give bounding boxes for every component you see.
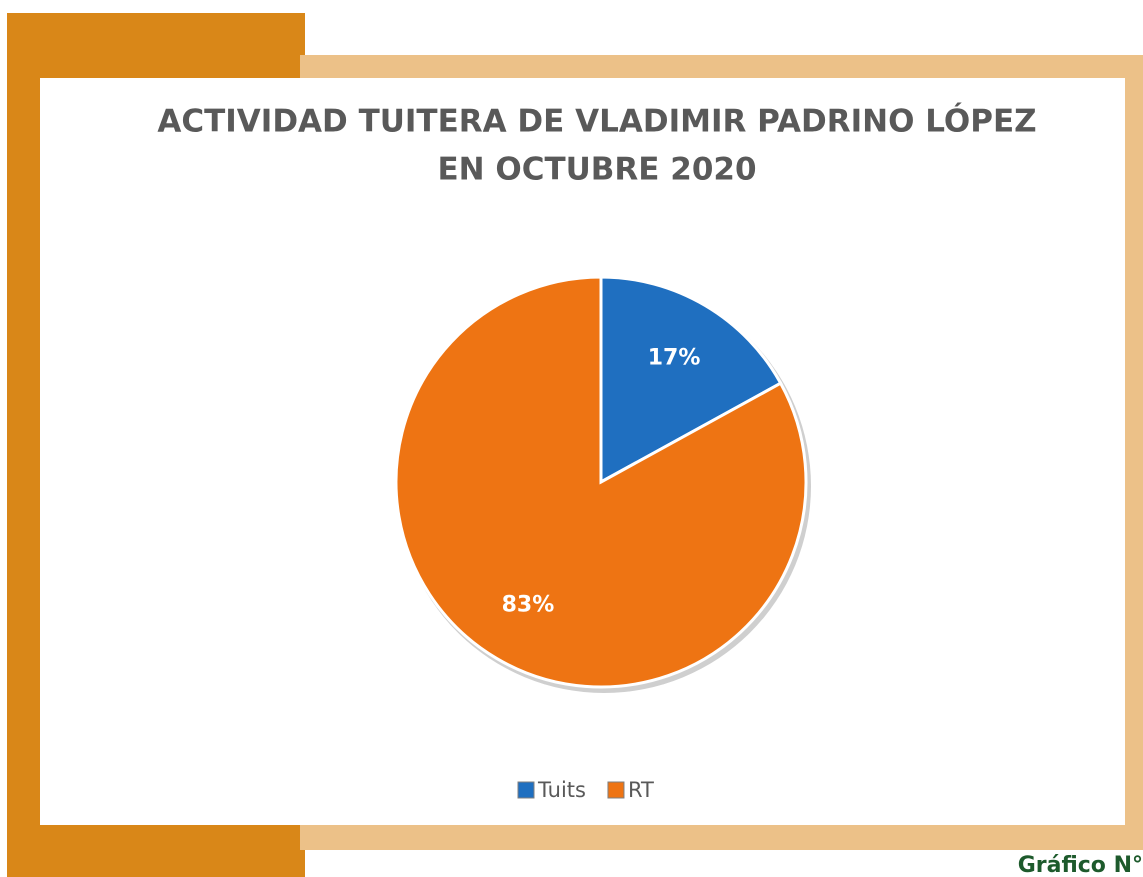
pie-slice: [394, 275, 808, 689]
legend-label: Tuits: [537, 778, 586, 802]
caption: Gráfico N°: [1018, 853, 1143, 877]
legend-label: RT: [628, 778, 654, 802]
legend-swatch: [607, 781, 625, 799]
legend-swatch: [517, 781, 535, 799]
chart-title: ACTIVIDAD TUITERA DE VLADIMIR PADRINO LÓ…: [157, 103, 1036, 140]
chart-subtitle: EN OCTUBRE 2020: [437, 152, 756, 188]
data-label: 83%: [502, 593, 555, 618]
data-label: 17%: [648, 345, 701, 370]
pie-slice: [599, 275, 783, 485]
